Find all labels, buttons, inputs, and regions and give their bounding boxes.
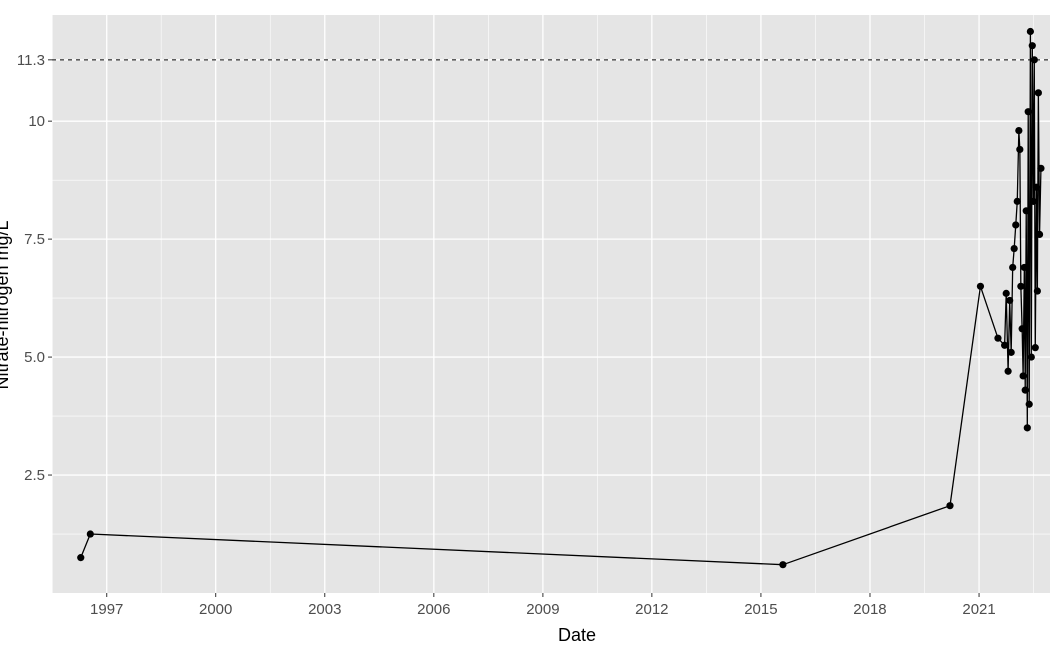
data-point [1019,372,1027,380]
data-point [1031,344,1039,352]
x-tick-label: 1997 [90,601,123,618]
data-point [1007,348,1015,356]
data-point [1029,197,1037,205]
data-point [1033,287,1041,295]
data-point [86,530,94,538]
data-point [1006,296,1014,305]
x-tick-label: 2018 [853,601,886,618]
y-tick-label: 7.5 [24,231,45,248]
data-point [1022,207,1030,215]
data-point [1027,353,1035,361]
data-point [1020,263,1028,272]
y-tick-label: 2.5 [24,467,45,484]
y-tick-label: 5.0 [24,349,45,366]
data-point [1030,56,1038,64]
data-point [1024,108,1032,116]
data-point [77,554,85,562]
y-axis-title: Nitrate-nitrogen mg/L [0,220,12,389]
data-point [1013,197,1021,205]
x-tick-label: 2000 [199,601,232,618]
data-point [1001,341,1009,349]
x-tick-label: 2012 [635,601,668,618]
data-point [1004,367,1012,375]
y-axis-ticks: 2.5 5.0 7.5 10 11.3 [17,52,52,484]
data-point [1032,183,1041,191]
data-point [1037,164,1045,172]
data-point [1010,244,1018,253]
grid-major [52,15,1050,593]
data-point [1012,221,1020,229]
y-tick-label: 11.3 [17,52,45,69]
data-point [946,502,954,510]
data-point [994,334,1002,342]
x-axis-title: Date [558,625,596,645]
data-point [1015,127,1023,135]
data-point [1017,282,1025,290]
data-point [1025,400,1033,408]
data-point [1009,263,1017,272]
grid-minor [51,15,1050,593]
x-tick-label: 2015 [744,601,777,618]
data-point [779,561,787,569]
x-tick-label: 2003 [308,601,341,618]
plot-panel [52,15,1050,593]
x-axis-ticks: 1997 2000 2003 2006 2009 2012 2015 2018 2021 [90,593,996,618]
data-point [1018,325,1026,333]
data-point [1034,89,1042,97]
data-point [976,282,985,290]
x-tick-label: 2006 [417,601,450,618]
data-point [1026,27,1034,36]
data-point [1028,42,1036,50]
data-point [1021,386,1029,394]
data-point [1002,289,1010,297]
data-point [1035,230,1044,239]
x-tick-label: 2009 [526,601,559,618]
series-layer [77,27,1045,569]
y-tick-label: 10 [28,113,45,130]
x-tick-label: 2021 [962,601,995,618]
data-point [1016,145,1024,154]
data-point [1023,424,1031,432]
